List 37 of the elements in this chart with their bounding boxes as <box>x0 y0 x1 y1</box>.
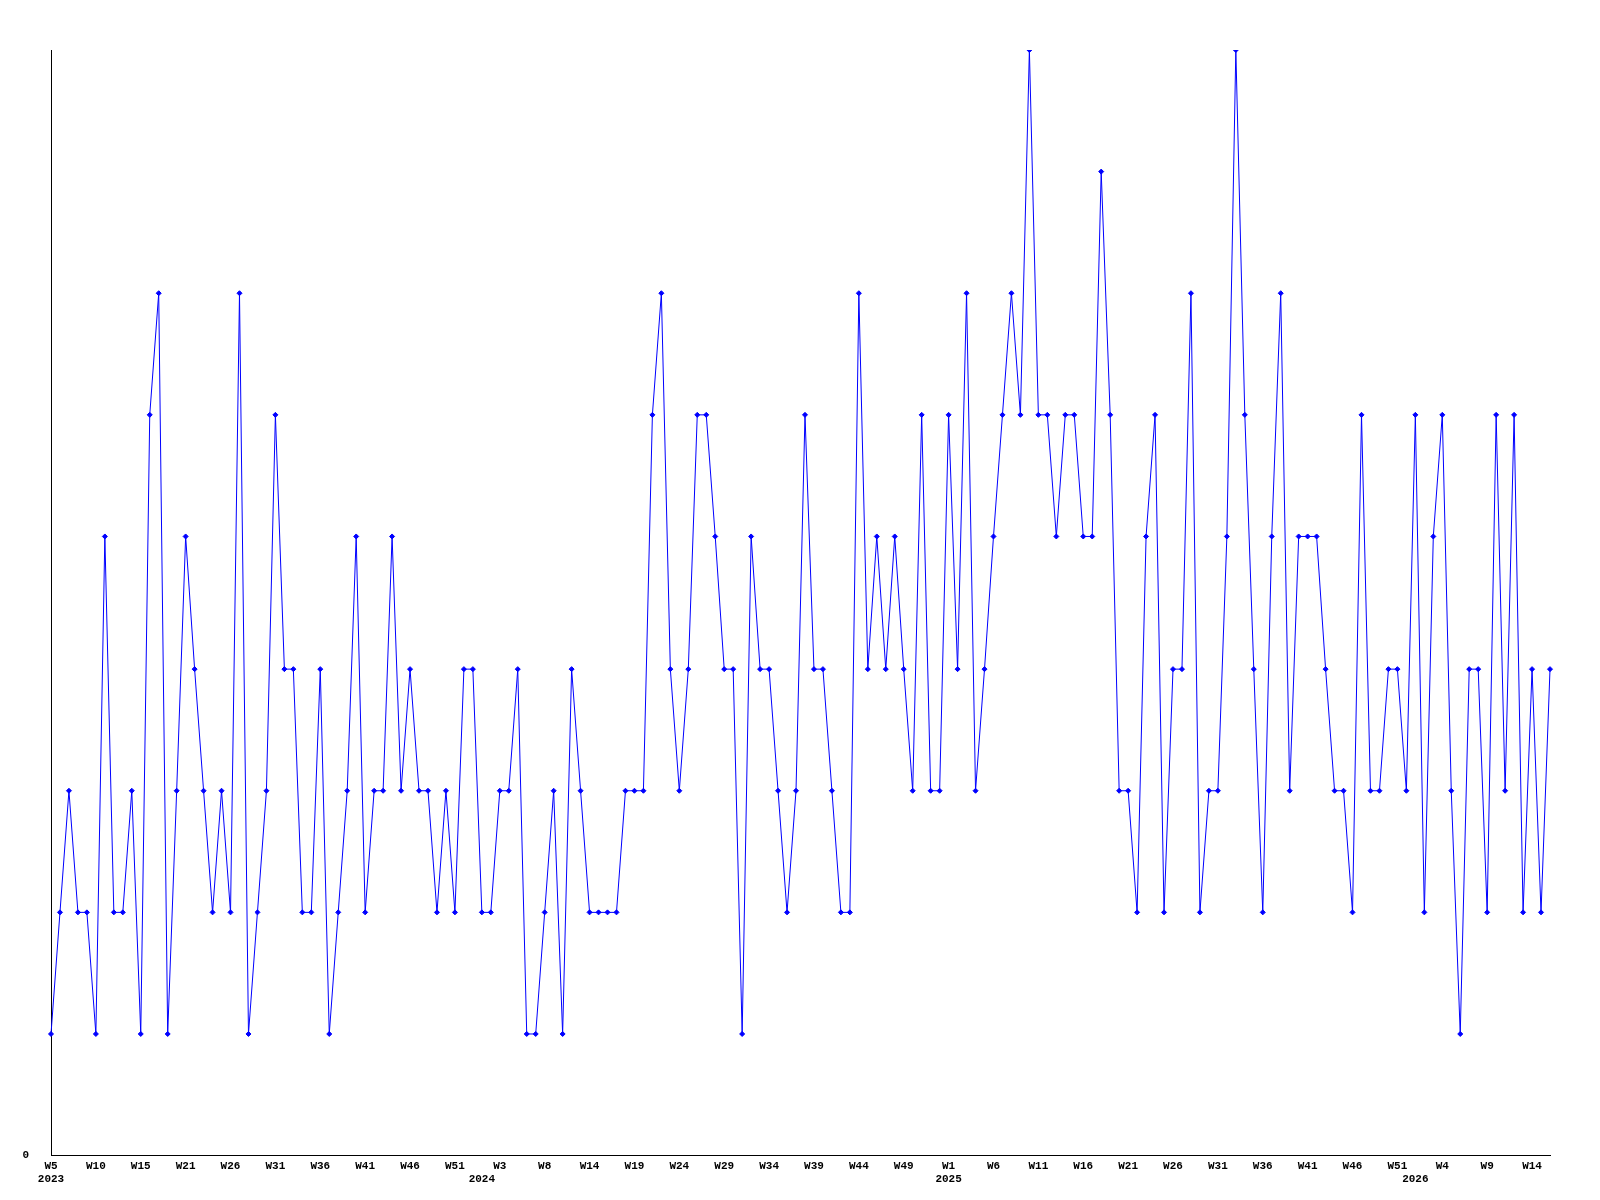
x-tick-label: W8 <box>538 1159 552 1172</box>
x-tick-label: W1 2025 <box>935 1159 963 1186</box>
x-tick-label: W46 <box>1342 1159 1363 1172</box>
x-tick-label: W6 <box>986 1159 1001 1172</box>
x-tick-label: W36 <box>1252 1159 1273 1172</box>
x-tick-label: W15 <box>130 1159 152 1172</box>
x-tick-label: W51 <box>445 1159 466 1172</box>
x-tick-label: W21 <box>175 1159 196 1172</box>
x-tick-label: 2026 <box>1402 1173 1429 1186</box>
text: 0 <box>22 1149 29 1162</box>
x-tick-label: W31 <box>265 1159 286 1172</box>
x-tick-label: W51 <box>1387 1159 1408 1172</box>
x-tick-label: W31 <box>1207 1159 1229 1172</box>
x-tick-label: W5 2023 <box>37 1159 65 1186</box>
x-tick-label: W24 <box>669 1159 690 1172</box>
x-tick-label: W36 <box>310 1159 331 1172</box>
x-tick-label: W11 <box>1028 1159 1049 1172</box>
x-tick-label: W41 <box>1297 1159 1318 1172</box>
x-tick-label: W26 <box>1163 1159 1183 1172</box>
x-tick-label: W10 <box>85 1159 106 1172</box>
x-tick-label: W29 <box>714 1159 735 1172</box>
x-tick-label: W49 <box>893 1159 914 1172</box>
x-tick-label: W14 <box>1522 1159 1543 1172</box>
x-tick-label: W26 <box>220 1159 241 1172</box>
x-tick-label: W9 <box>1480 1159 1494 1172</box>
x-tick-label: 2024 <box>468 1173 496 1186</box>
x-tick-label: W46 <box>400 1159 420 1172</box>
x-tick-label: W21 <box>1118 1159 1139 1172</box>
x-tick-label: W39 <box>804 1159 824 1172</box>
x-tick-label: W44 <box>848 1159 870 1172</box>
x-tick-label: W41 <box>355 1159 376 1172</box>
x-tick-label: W16 <box>1073 1159 1094 1172</box>
x-tick-label: W4 <box>1435 1159 1450 1172</box>
x-tick-label: W34 <box>759 1159 780 1172</box>
x-tick-label: W3 <box>493 1159 507 1172</box>
x-tick-label: W14 <box>579 1159 600 1172</box>
x-tick-label: W19 <box>624 1159 645 1172</box>
